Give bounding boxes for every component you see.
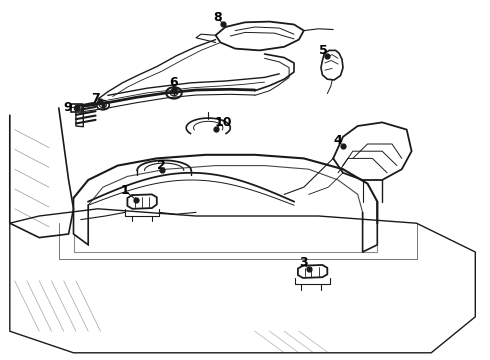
Text: 6: 6 [170,76,178,89]
Bar [71,104,82,112]
Circle shape [99,103,106,108]
Text: 5: 5 [319,44,328,57]
Text: 4: 4 [334,134,343,147]
Text: 7: 7 [91,93,100,105]
Text: 9: 9 [63,101,72,114]
Text: 10: 10 [214,116,232,129]
Text: 8: 8 [214,11,222,24]
Text: 1: 1 [121,184,129,197]
Text: 2: 2 [157,159,166,172]
Text: 3: 3 [299,256,308,269]
